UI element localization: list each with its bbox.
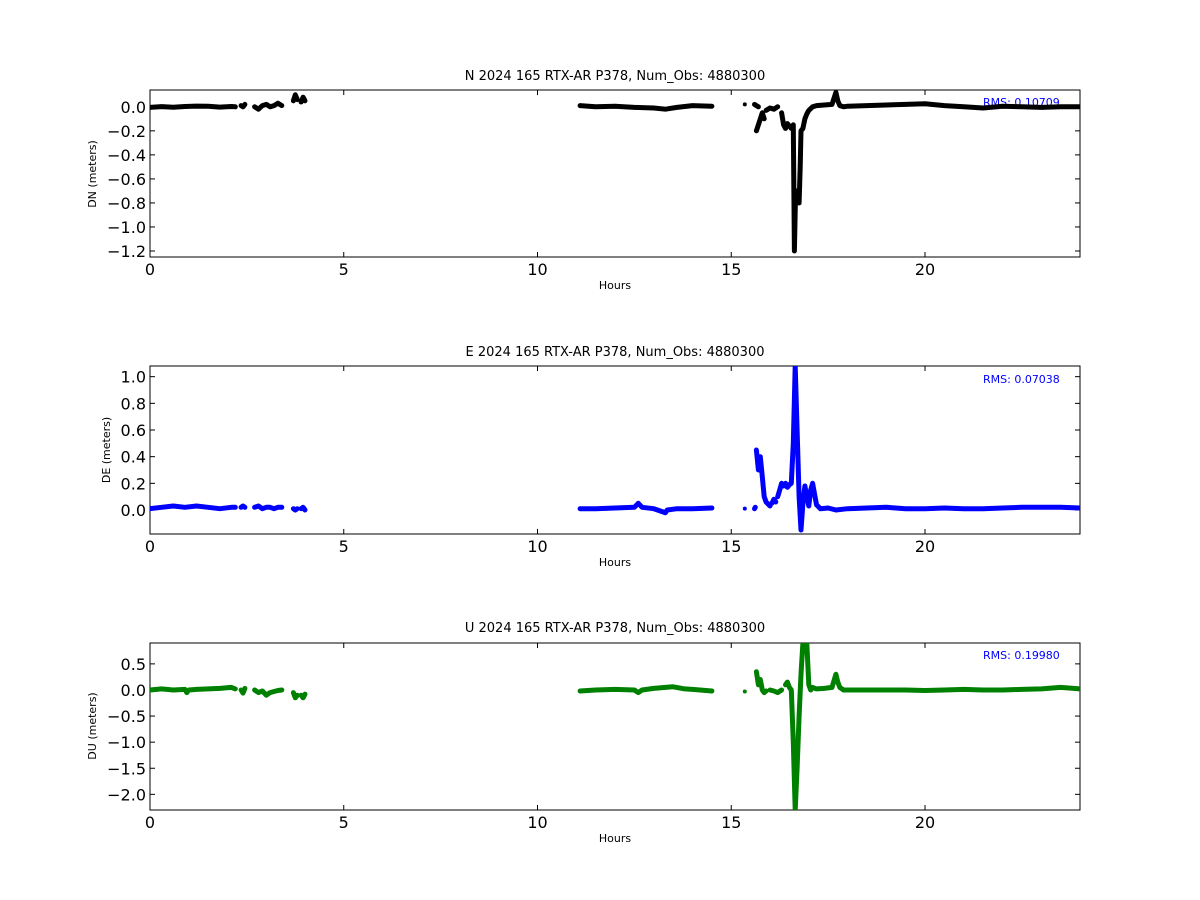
y-tick-label: −0.2 (107, 122, 146, 141)
data-segment (150, 503, 238, 512)
y-tick-label: 0.5 (121, 655, 146, 674)
x-tick-label: 20 (915, 537, 935, 556)
y-axis-label-up: DU (meters) (86, 692, 99, 759)
plot-frame-north (149, 89, 1081, 258)
x-tick-label: 15 (721, 813, 741, 832)
x-tick-label: 10 (527, 537, 547, 556)
y-tick-label: −0.5 (107, 707, 146, 726)
data-segment (252, 100, 285, 112)
y-axis-label-east: DE (meters) (100, 417, 113, 483)
x-tick-label: 20 (915, 813, 935, 832)
plot-frame-east (149, 365, 1081, 535)
y-tick-label: 0.0 (121, 501, 146, 520)
data-segment (769, 496, 779, 506)
x-axis-label-up: Hours (599, 832, 631, 845)
panel-up: U 2024 165 RTX-AR P378, Num_Obs: 4880300… (86, 621, 1081, 845)
x-tick-label: 15 (721, 537, 741, 556)
data-segment (752, 101, 761, 110)
data-segment (767, 687, 785, 696)
x-tick-label: 5 (339, 260, 349, 279)
x-tick-label: 15 (721, 260, 741, 279)
chart-title-east: E 2024 165 RTX-AR P378, Num_Obs: 4880300 (466, 345, 765, 360)
data-segment (238, 685, 248, 696)
data-segment (252, 687, 285, 698)
data-segment (150, 103, 238, 110)
x-tick-label: 5 (339, 537, 349, 556)
panel-north: N 2024 165 RTX-AR P378, Num_Obs: 4880300… (86, 69, 1081, 292)
data-segment (577, 103, 715, 112)
data-segment (252, 503, 285, 512)
data-segment (753, 669, 769, 696)
y-tick-label: −1.0 (107, 733, 146, 752)
y-tick-label: 1.0 (121, 368, 146, 387)
data-segment (753, 110, 767, 134)
x-tick-label: 0 (145, 260, 155, 279)
rms-annotation-up: RMS: 0.19980 (983, 649, 1060, 662)
data-segment (298, 691, 308, 701)
y-tick-label: 0.8 (121, 394, 146, 413)
series-group-up (150, 643, 1080, 810)
data-segment (290, 506, 300, 513)
data-segment (577, 684, 715, 696)
data-segment (238, 503, 248, 510)
x-tick-label: 10 (527, 813, 547, 832)
chart-title-north: N 2024 165 RTX-AR P378, Num_Obs: 4880300 (465, 69, 765, 84)
y-tick-label: −0.6 (107, 170, 146, 189)
data-segment (298, 504, 308, 513)
data-segment (783, 643, 1080, 810)
y-axis-label-north: DN (meters) (86, 140, 99, 208)
panel-east: E 2024 165 RTX-AR P378, Num_Obs: 4880300… (100, 345, 1081, 569)
data-segment (753, 447, 773, 509)
data-segment (290, 92, 300, 104)
data-segment (752, 504, 758, 512)
data-point (742, 102, 747, 107)
x-tick-label: 20 (915, 260, 935, 279)
series-group-east (150, 366, 1080, 533)
y-tick-label: 0.2 (121, 474, 146, 493)
y-tick-label: 0.4 (121, 448, 146, 467)
data-point (742, 689, 747, 694)
y-tick-label: −0.8 (107, 194, 146, 213)
data-segment (779, 90, 1080, 254)
data-segment (775, 366, 1080, 533)
data-segment (150, 684, 238, 696)
y-tick-label: 0.0 (121, 98, 146, 117)
x-tick-label: 5 (339, 813, 349, 832)
y-tick-label: −1.2 (107, 242, 146, 261)
data-point (742, 506, 747, 511)
data-segment (763, 104, 781, 113)
data-segment (577, 500, 715, 516)
series-group-north (150, 90, 1080, 254)
data-segment (298, 94, 308, 105)
x-tick-label: 10 (527, 260, 547, 279)
x-tick-label: 0 (145, 813, 155, 832)
rms-annotation-east: RMS: 0.07038 (983, 373, 1060, 386)
y-tick-label: 0.0 (121, 681, 146, 700)
y-tick-label: −2.0 (107, 785, 146, 804)
y-tick-label: −1.5 (107, 759, 146, 778)
chart-title-up: U 2024 165 RTX-AR P378, Num_Obs: 4880300 (465, 621, 765, 636)
x-tick-label: 0 (145, 537, 155, 556)
x-axis-label-north: Hours (599, 279, 631, 292)
data-segment (290, 690, 300, 701)
y-tick-label: −0.4 (107, 146, 146, 165)
y-tick-label: −1.0 (107, 218, 146, 237)
x-axis-label-east: Hours (599, 556, 631, 569)
plot-frame-up (149, 642, 1081, 811)
y-tick-label: 0.6 (121, 421, 146, 440)
data-segment (238, 101, 248, 110)
